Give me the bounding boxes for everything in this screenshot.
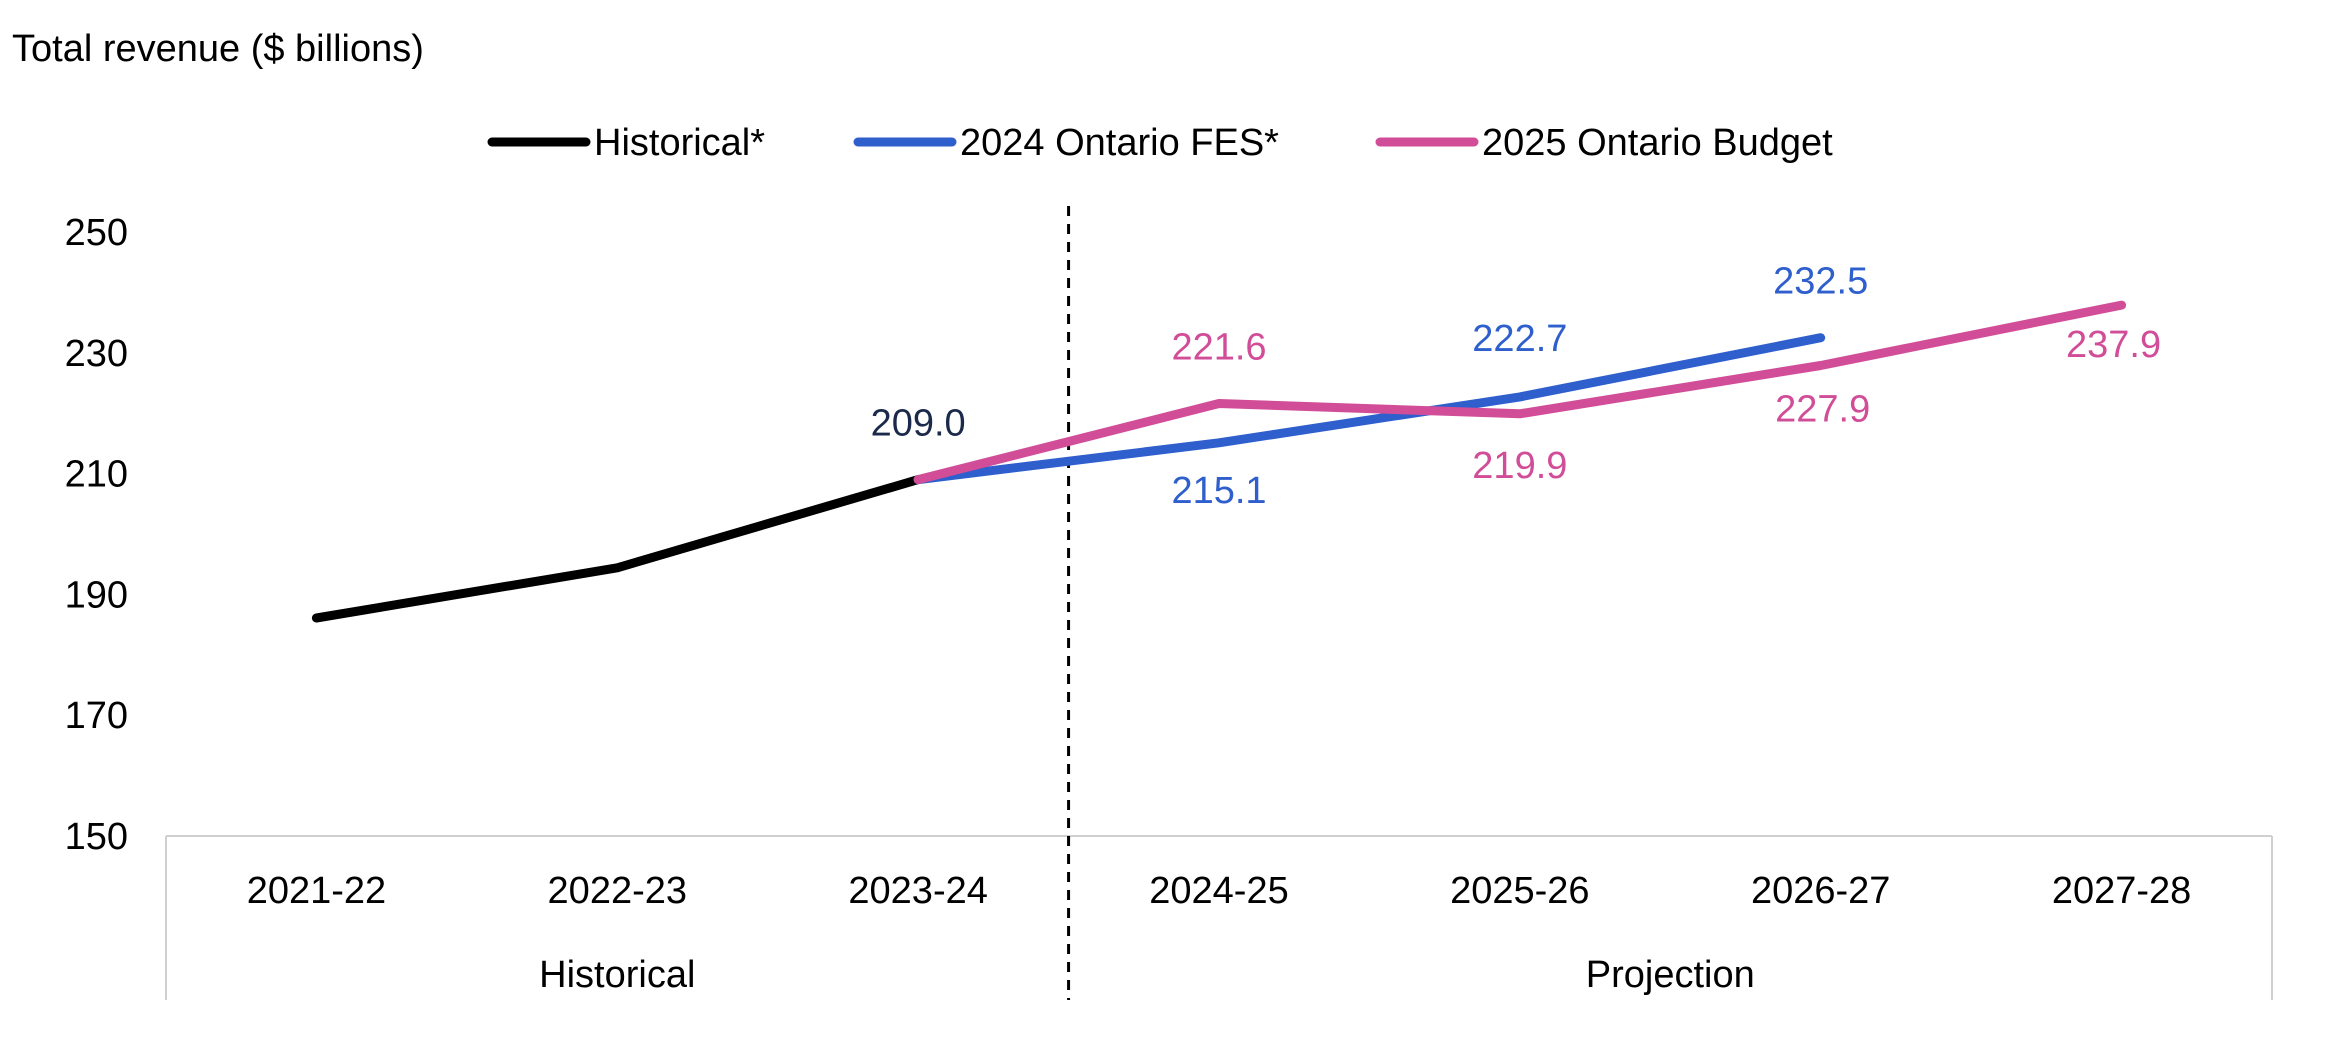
- data-label: 232.5: [1773, 261, 1868, 303]
- data-label: 227.9: [1775, 388, 1870, 430]
- y-tick-label: 150: [65, 816, 128, 858]
- group-label-historical: Historical: [539, 954, 695, 996]
- fes-line: [913, 333, 1826, 485]
- y-tick-label: 170: [65, 695, 128, 737]
- data-label: 219.9: [1472, 445, 1567, 487]
- y-axis-title: Total revenue ($ billions): [12, 28, 424, 70]
- x-axis-ticks: 2021-22 2022-23 2023-24 2024-25 2025-26 2026-…: [247, 870, 2192, 912]
- group-label-projection: Projection: [1586, 954, 1755, 996]
- x-axis-groups: Historical Projection: [539, 954, 1755, 996]
- x-tick-label: 2025-26: [1450, 870, 1589, 912]
- x-tick-label: 2024-25: [1149, 870, 1288, 912]
- x-tick-label: 2027-28: [2052, 870, 2191, 912]
- data-labels: 209.0 215.1 222.7 232.5 221.6 219.9 227.9 237.9: [871, 261, 2162, 512]
- x-tick-label: 2023-24: [848, 870, 987, 912]
- y-axis-ticks: 250 230 210 190 170 150: [65, 212, 128, 858]
- y-tick-label: 250: [65, 212, 128, 254]
- data-label: 215.1: [1171, 470, 1266, 512]
- legend-label-0: Historical*: [594, 122, 765, 164]
- data-label: 209.0: [871, 403, 966, 445]
- y-tick-label: 210: [65, 454, 128, 496]
- legend: Historical* 2024 Ontario FES* 2025 Ontario…: [487, 122, 1833, 164]
- legend-label-2: 2025 Ontario Budget: [1482, 122, 1833, 164]
- y-tick-label: 190: [65, 574, 128, 616]
- y-tick-label: 230: [65, 333, 128, 375]
- x-tick-label: 2022-23: [548, 870, 687, 912]
- x-tick-label: 2026-27: [1751, 870, 1890, 912]
- budget-line: [913, 300, 2127, 485]
- axes: [165, 206, 2273, 1000]
- data-label: 237.9: [2066, 324, 2161, 366]
- legend-label-1: 2024 Ontario FES*: [960, 122, 1279, 164]
- series-lines: [311, 300, 2127, 623]
- data-label: 221.6: [1171, 327, 1266, 369]
- data-label: 222.7: [1472, 318, 1567, 360]
- historical-line: [311, 475, 923, 623]
- x-tick-label: 2021-22: [247, 870, 386, 912]
